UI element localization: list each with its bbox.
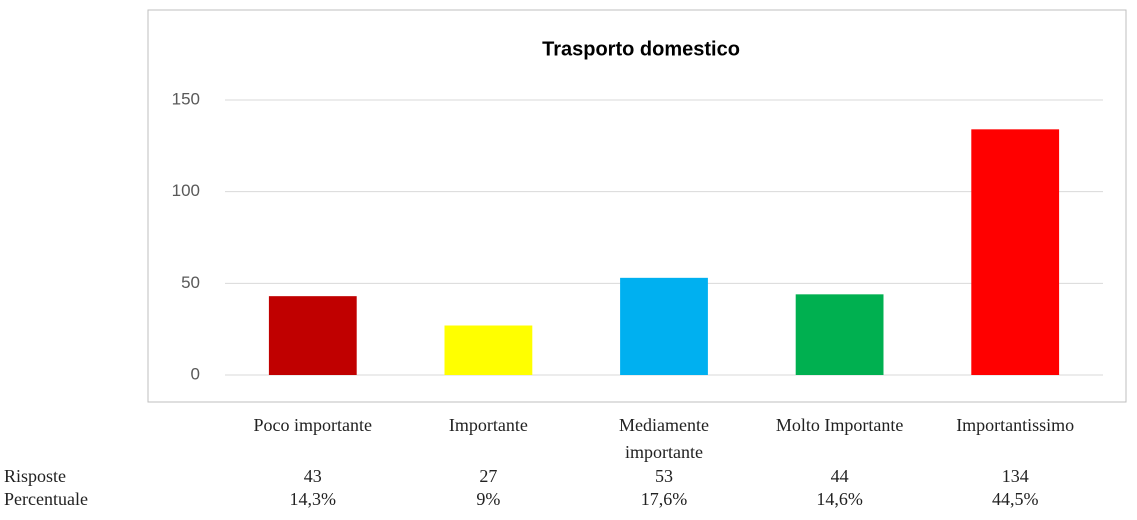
x-tick-label-text: Molto Importante: [775, 415, 904, 435]
table-percent-text: 44,5%: [991, 489, 1039, 509]
x-tick-label-text: Mediamente importante: [619, 415, 709, 462]
table-value-text: 53: [655, 466, 673, 486]
table-percent: 17,6%: [641, 489, 688, 510]
x-tick-label-text: Importante: [448, 415, 528, 435]
table-percent-text: 14,6%: [816, 489, 863, 509]
x-tick-label: Poco importante: [238, 412, 388, 439]
row-label-text: Risposte: [4, 466, 67, 486]
x-tick-label: Mediamente importante: [589, 412, 739, 466]
table-value: 43: [304, 466, 322, 487]
x-tick-label-text: Importantissimo: [956, 415, 1075, 435]
bar: [795, 294, 884, 375]
y-tick-label: 150: [172, 89, 200, 108]
table-value-text: 43: [303, 466, 322, 486]
bar: [268, 296, 357, 375]
x-tick-label: Importantissimo: [940, 412, 1090, 439]
bar: [444, 325, 533, 375]
table-value-text: 134: [1001, 466, 1029, 486]
table-percent-text: 14,3%: [289, 489, 337, 509]
table-value: 27: [479, 466, 497, 487]
table-percent: 44,5%: [992, 489, 1039, 510]
table-value-text: 27: [479, 466, 498, 486]
chart-title: Trasporto domestico: [542, 38, 740, 60]
row-label-text: Percentuale: [4, 489, 88, 509]
table-percent: 14,6%: [816, 489, 863, 510]
table-value-text: 44: [830, 466, 849, 486]
x-tick-label: Importante: [413, 412, 563, 439]
table-percent: 9%: [476, 489, 500, 510]
y-tick-label: 50: [181, 273, 200, 292]
bar: [620, 277, 708, 375]
row-label: Risposte: [4, 466, 66, 487]
table-percent-text: 9%: [476, 489, 501, 509]
table-percent: 14,3%: [290, 489, 337, 510]
table-value: 53: [655, 466, 673, 487]
bar: [971, 129, 1060, 375]
table-value: 134: [1002, 466, 1029, 487]
y-tick-label: 100: [172, 181, 200, 200]
row-label: Percentuale: [4, 489, 88, 510]
x-tick-label-text: Poco importante: [253, 415, 373, 435]
table-percent-text: 17,6%: [640, 489, 688, 509]
x-tick-label: Molto Importante: [765, 412, 915, 439]
y-tick-label: 0: [191, 364, 200, 383]
table-value: 44: [831, 466, 849, 487]
